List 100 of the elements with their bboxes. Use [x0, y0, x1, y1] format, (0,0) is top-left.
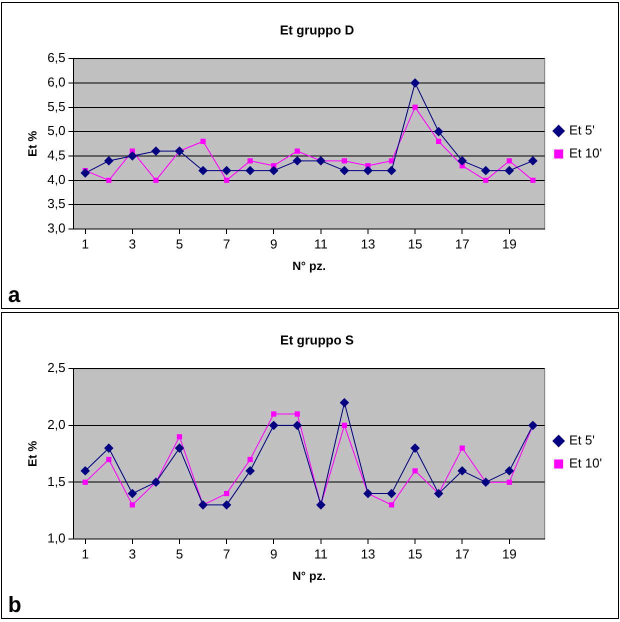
y-axis-title: Et % [26, 130, 40, 157]
point [246, 166, 255, 176]
legend-label: Et 5' [569, 432, 595, 448]
point [80, 466, 90, 476]
point [248, 158, 253, 164]
point [248, 456, 253, 462]
x-axis-title: N° pz. [292, 259, 326, 274]
y-tick-label: 2,0 [47, 416, 66, 432]
point [481, 166, 490, 176]
point [294, 148, 300, 154]
point [342, 158, 348, 164]
x-tick-label: 9 [270, 546, 278, 562]
x-tick-label: 3 [128, 236, 136, 252]
point [530, 178, 536, 183]
y-tick-label: 5,5 [47, 98, 66, 114]
point [460, 446, 465, 451]
point [153, 178, 159, 183]
point [174, 444, 184, 453]
y-tick-label: 1,5 [47, 474, 66, 489]
point [412, 468, 418, 474]
point [104, 156, 114, 166]
point [342, 422, 348, 428]
x-tick-label: 19 [502, 546, 517, 562]
point [528, 156, 538, 166]
point [458, 156, 467, 166]
legend-label: Et 5' [569, 122, 595, 138]
point [506, 480, 512, 485]
y-tick-label: 4,0 [47, 172, 66, 187]
point [80, 168, 90, 178]
x-tick-label: 3 [128, 546, 136, 562]
point [224, 490, 230, 496]
x-tick-label: 15 [408, 236, 422, 252]
point [269, 420, 278, 430]
point [176, 434, 182, 440]
y-tick-label: 4,5 [47, 148, 66, 163]
point [222, 166, 232, 176]
legend-label: Et 10' [569, 146, 602, 161]
point [222, 500, 232, 510]
point [200, 138, 206, 144]
chart-title: Et gruppo S [280, 332, 354, 348]
y-tick-label: 6,5 [47, 50, 66, 66]
point [128, 151, 137, 160]
y-tick-label: 6,0 [47, 74, 66, 90]
text: a [8, 282, 20, 308]
x-tick-label: 19 [502, 236, 517, 252]
x-tick-label: 17 [454, 236, 470, 252]
point [434, 127, 444, 136]
point [340, 166, 349, 176]
x-tick-label: 5 [176, 546, 184, 562]
x-axis-title: N° pz. [292, 569, 326, 584]
point [151, 146, 160, 156]
point [506, 158, 512, 164]
point [410, 78, 420, 88]
x-tick-label: 15 [408, 546, 422, 562]
x-tick-label: 13 [360, 546, 376, 562]
x-tick-label: 11 [314, 236, 328, 252]
x-tick-label: 13 [360, 236, 376, 252]
y-tick-label: 1,0 [47, 530, 66, 546]
point [130, 502, 135, 508]
point [106, 456, 112, 462]
point [504, 166, 514, 176]
point [387, 489, 396, 498]
point [436, 138, 442, 144]
point [128, 489, 137, 498]
x-tick-label: 1 [82, 546, 89, 562]
y-tick-label: 3,5 [47, 196, 66, 212]
point [198, 166, 208, 176]
text: b [8, 592, 22, 618]
x-tick-label: 7 [222, 236, 230, 252]
point [340, 398, 349, 408]
point [388, 502, 394, 508]
point [246, 466, 255, 476]
point [388, 158, 394, 164]
point [483, 178, 488, 183]
point [458, 466, 467, 476]
x-tick-label: 1 [82, 236, 89, 252]
point [271, 411, 276, 417]
y-tick-label: 3,0 [47, 220, 66, 236]
x-tick-label: 11 [314, 546, 328, 562]
point [224, 178, 230, 183]
point [363, 166, 372, 176]
point [269, 166, 278, 176]
legend-label: Et 10' [569, 456, 602, 471]
x-tick-label: 9 [270, 236, 278, 252]
point [504, 466, 514, 476]
point [292, 156, 302, 166]
point [294, 411, 300, 417]
y-axis-title: Et % [26, 440, 40, 467]
y-tick-label: 5,0 [47, 123, 66, 138]
point [292, 420, 302, 430]
y-tick-label: 2,5 [47, 360, 66, 376]
point [82, 480, 88, 485]
point [410, 444, 420, 453]
chart-title: Et gruppo D [280, 22, 354, 38]
x-tick-label: 17 [454, 546, 470, 562]
point [106, 178, 112, 183]
point [387, 166, 396, 176]
x-tick-label: 7 [222, 546, 230, 562]
x-tick-label: 5 [176, 236, 184, 252]
point [412, 104, 418, 110]
